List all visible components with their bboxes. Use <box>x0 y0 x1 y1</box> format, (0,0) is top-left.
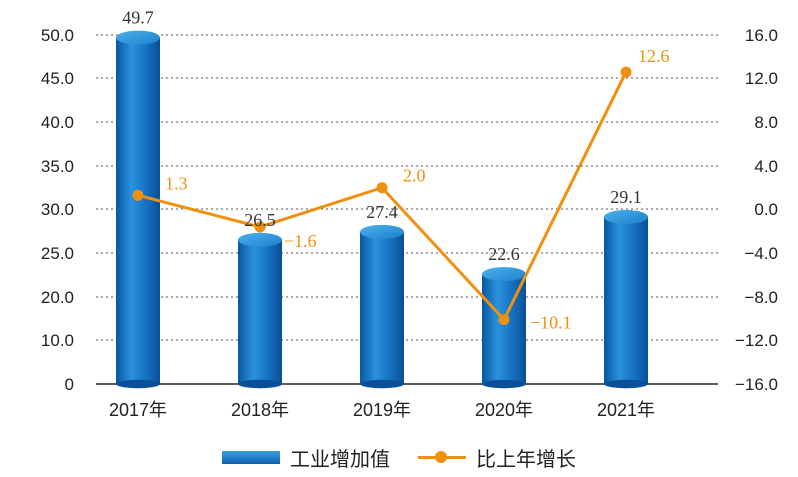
bar-value-label: 27.4 <box>366 202 398 222</box>
bar-value-label: 29.1 <box>610 187 642 207</box>
bar <box>116 37 160 385</box>
growth-point <box>132 189 144 201</box>
bar-cap <box>238 232 282 247</box>
x-tick-label: 2017年 <box>109 400 167 420</box>
y-right-tick-label: −4.0 <box>744 244 778 263</box>
y-right-tick-label: −16.0 <box>735 375 778 394</box>
bar-base <box>116 379 160 389</box>
bar <box>238 239 282 384</box>
y-right-tick-label: 8.0 <box>754 113 778 132</box>
growth-point <box>376 182 388 194</box>
growth-point <box>254 221 266 233</box>
bar-series <box>116 30 648 389</box>
y-right-tick-label: −8.0 <box>744 288 778 307</box>
bar-base <box>604 379 648 389</box>
x-tick-label: 2020年 <box>475 400 533 420</box>
growth-point <box>498 314 510 326</box>
bar-base <box>360 379 404 389</box>
legend-bar-swatch <box>222 450 280 464</box>
bar-base <box>482 379 526 389</box>
y-left-tick-label: 20.0 <box>41 288 74 307</box>
x-tick-label: 2019年 <box>353 400 411 420</box>
x-tick-label: 2021年 <box>597 400 655 420</box>
legend-item-bar: 工业增加值 <box>222 443 390 472</box>
x-tick-label: 2018年 <box>231 400 289 420</box>
line-series <box>132 66 632 326</box>
y-left-tick-label: 50.0 <box>41 26 74 45</box>
y-left-tick-label: 45.0 <box>41 69 74 88</box>
y-left-tick-label: 30.0 <box>41 200 74 219</box>
line-value-label: −1.6 <box>284 231 317 251</box>
bar-cap <box>604 209 648 224</box>
growth-point <box>620 66 632 78</box>
line-value-label: 1.3 <box>165 173 188 193</box>
bar-value-label: 49.7 <box>122 8 154 28</box>
legend-line-swatch <box>418 450 466 464</box>
legend: 工业增加值 比上年增长 <box>0 442 798 472</box>
bar-cap <box>482 267 526 282</box>
y-left-tick-label: 40.0 <box>41 113 74 132</box>
y-left-tick-label: 0 <box>65 375 74 394</box>
bar-cap <box>360 224 404 239</box>
bar-cap <box>116 30 160 45</box>
y-right-tick-label: 12.0 <box>745 69 778 88</box>
line-value-label: 12.6 <box>638 46 670 66</box>
line-value-label: −10.1 <box>530 313 572 333</box>
y-right-tick-label: 0.0 <box>754 200 778 219</box>
y-left-tick-label: 35.0 <box>41 157 74 176</box>
y-left-tick-label: 25.0 <box>41 244 74 263</box>
legend-bar-label: 工业增加值 <box>290 448 390 471</box>
gridlines <box>96 34 718 341</box>
bar <box>360 231 404 384</box>
legend-item-line: 比上年增长 <box>418 443 576 472</box>
data-labels: 49.7 26.5 27.4 22.6 29.1 1.3 −1.6 2.0 −10.1 12.6 <box>122 8 669 333</box>
axes: 0 10.0 20.0 25.0 30.0 35.0 40.0 45.0 50.0 −16.0 −1… <box>41 26 778 420</box>
bar <box>604 216 648 384</box>
bar-value-label: 22.6 <box>488 244 520 264</box>
line-value-label: 2.0 <box>403 166 426 186</box>
y-right-tick-label: 16.0 <box>745 26 778 45</box>
y-right-tick-label: 4.0 <box>754 157 778 176</box>
y-right-tick-label: −12.0 <box>735 331 778 350</box>
bar-value-label: 26.5 <box>244 210 276 230</box>
legend-line-label: 比上年增长 <box>476 448 576 471</box>
bar-base <box>238 379 282 389</box>
y-left-tick-label: 10.0 <box>41 331 74 350</box>
